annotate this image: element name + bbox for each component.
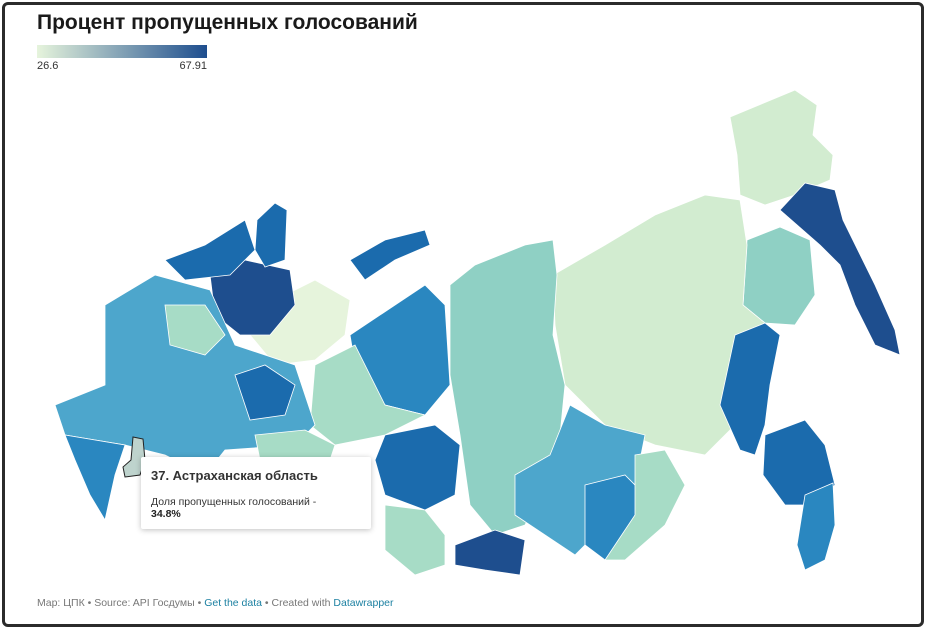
- region: [729, 89, 834, 206]
- tooltip-metric: Доля пропущенных голосований -: [151, 496, 317, 508]
- footer-created: Created with: [271, 597, 331, 609]
- highlighted-region[interactable]: [122, 436, 146, 478]
- region: [64, 434, 126, 522]
- map: [54, 89, 901, 576]
- region: [374, 424, 461, 511]
- region: [454, 529, 526, 576]
- region: [164, 304, 226, 356]
- region: [604, 449, 686, 561]
- region: [254, 202, 288, 268]
- footer-map: Map: ЦПК: [37, 597, 85, 609]
- region: [742, 226, 816, 326]
- region: [779, 182, 901, 356]
- legend: 26.6 67.91: [37, 45, 207, 72]
- legend-labels: 26.6 67.91: [37, 58, 207, 72]
- region: [309, 344, 427, 446]
- tooltip-value: 34.8%: [151, 508, 181, 520]
- tool-link[interactable]: Datawrapper: [333, 597, 394, 609]
- tooltip: 37. Астраханская область Доля пропущенны…: [141, 457, 371, 529]
- title: Процент пропущенных голосований: [37, 11, 418, 34]
- regions: [54, 89, 901, 576]
- tooltip-region: 37. Астраханская область: [151, 468, 318, 483]
- legend-min: 26.6: [37, 60, 59, 72]
- region: [719, 322, 781, 456]
- region: [349, 229, 431, 281]
- data-link[interactable]: Get the data: [204, 597, 262, 609]
- footer-source: Source: API Госдумы: [94, 597, 195, 609]
- region: [384, 504, 446, 576]
- footer: Map: ЦПК • Source: API Госдумы • Get the…: [37, 597, 394, 609]
- legend-max: 67.91: [179, 60, 207, 72]
- region: [54, 274, 316, 476]
- region: [796, 482, 836, 571]
- legend-gradient: [37, 45, 207, 58]
- region: [234, 364, 296, 421]
